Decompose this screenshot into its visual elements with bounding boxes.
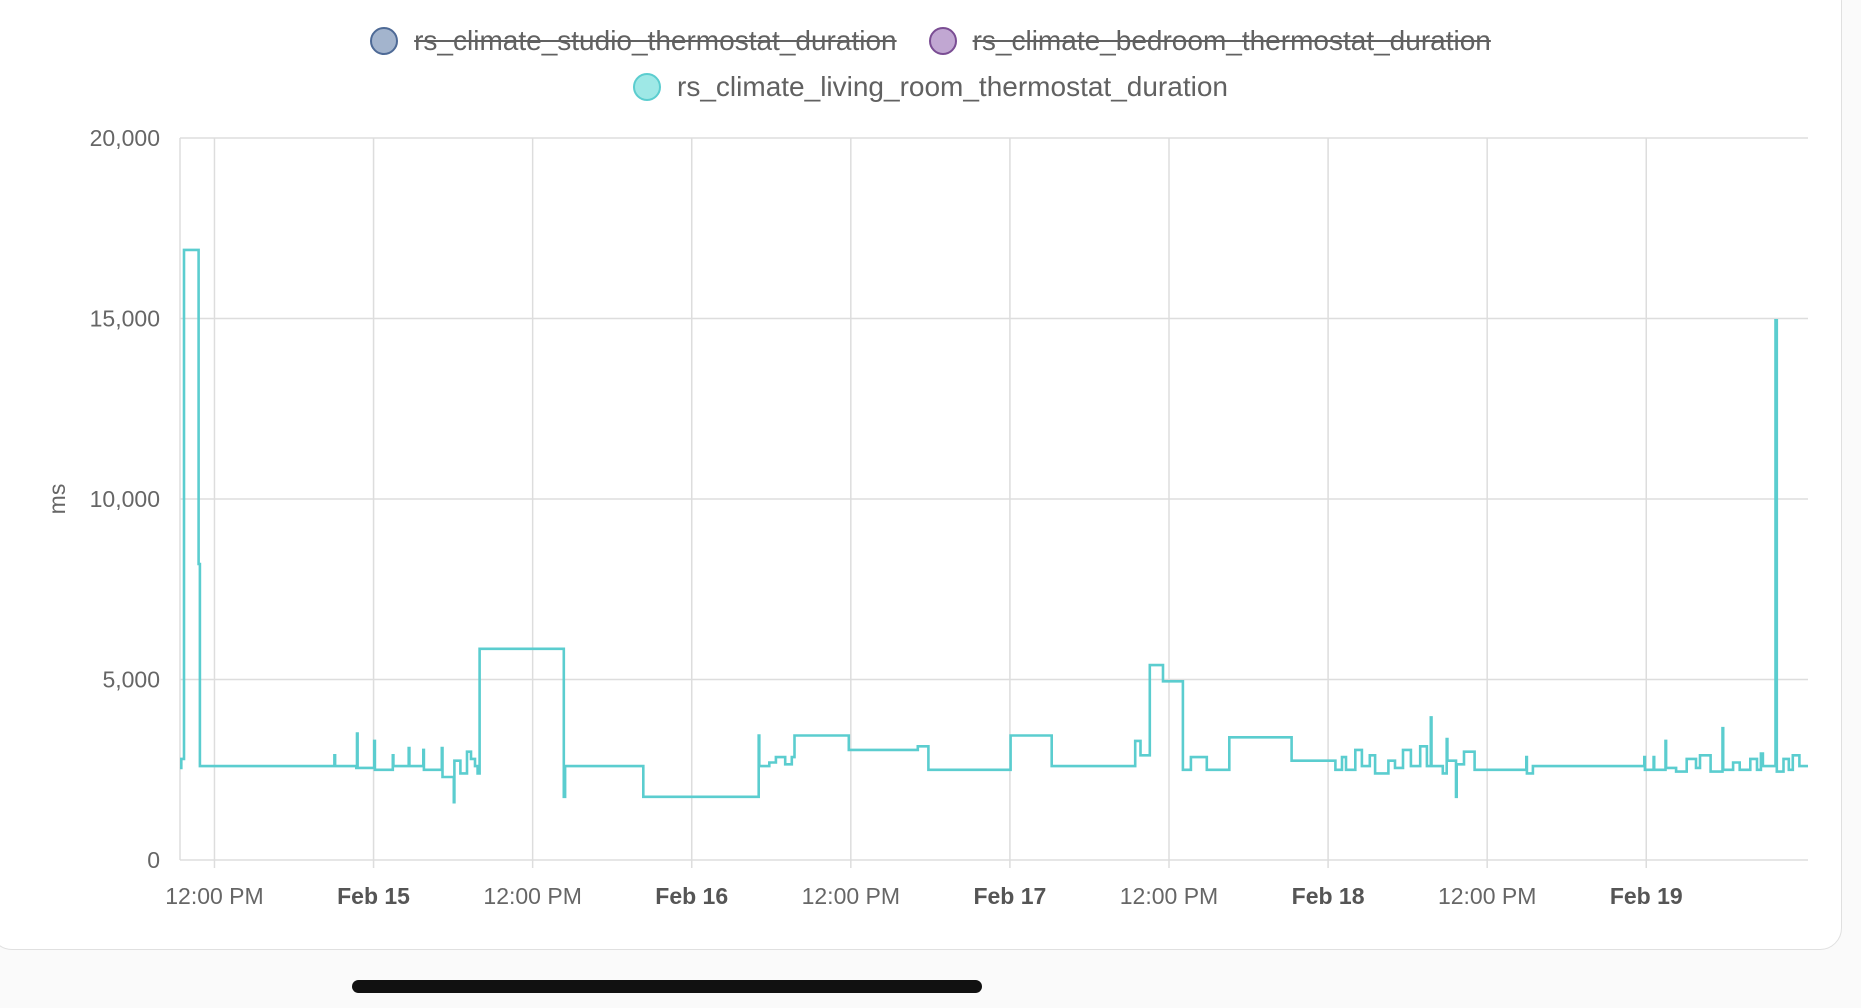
chart-card [0, 0, 1842, 950]
x-tick-label: Feb 17 [973, 883, 1046, 909]
x-tick-label: 12:00 PM [802, 883, 900, 909]
x-tick-label: 12:00 PM [483, 883, 581, 909]
x-tick-label: Feb 19 [1610, 883, 1683, 909]
chart-legend: rs_climate_studio_thermostat_duration rs… [0, 18, 1861, 110]
x-tick-label: Feb 16 [655, 883, 728, 909]
legend-label-bedroom: rs_climate_bedroom_thermostat_duration [972, 25, 1491, 56]
legend-swatch-living-room [633, 73, 662, 101]
y-tick-label: 20,000 [90, 125, 160, 151]
series-points-living-room [179, 249, 1809, 803]
x-tick-label: 12:00 PM [1438, 883, 1536, 909]
x-tick-label: 12:00 PM [1120, 883, 1218, 909]
y-tick-label: 5,000 [102, 667, 160, 693]
y-tick-label: 15,000 [90, 306, 160, 332]
legend-swatch-studio [370, 27, 399, 55]
x-tick-label: Feb 15 [337, 883, 410, 909]
legend-swatch-bedroom [928, 27, 957, 55]
legend-item-studio[interactable]: rs_climate_studio_thermostat_duration [370, 18, 897, 64]
y-tick-label: 0 [147, 847, 160, 873]
legend-item-living-room[interactable]: rs_climate_living_room_thermostat_durati… [633, 64, 1228, 110]
x-tick-label: Feb 18 [1292, 883, 1365, 909]
legend-item-bedroom[interactable]: rs_climate_bedroom_thermostat_duration [928, 18, 1491, 64]
y-tick-label: 10,000 [90, 486, 160, 512]
home-indicator [352, 980, 982, 993]
x-tick-label: 12:00 PM [165, 883, 263, 909]
legend-label-studio: rs_climate_studio_thermostat_duration [414, 25, 897, 56]
legend-label-living-room: rs_climate_living_room_thermostat_durati… [677, 71, 1228, 102]
y-axis-label: ms [44, 484, 70, 515]
series-line-living-room [180, 248, 1808, 804]
